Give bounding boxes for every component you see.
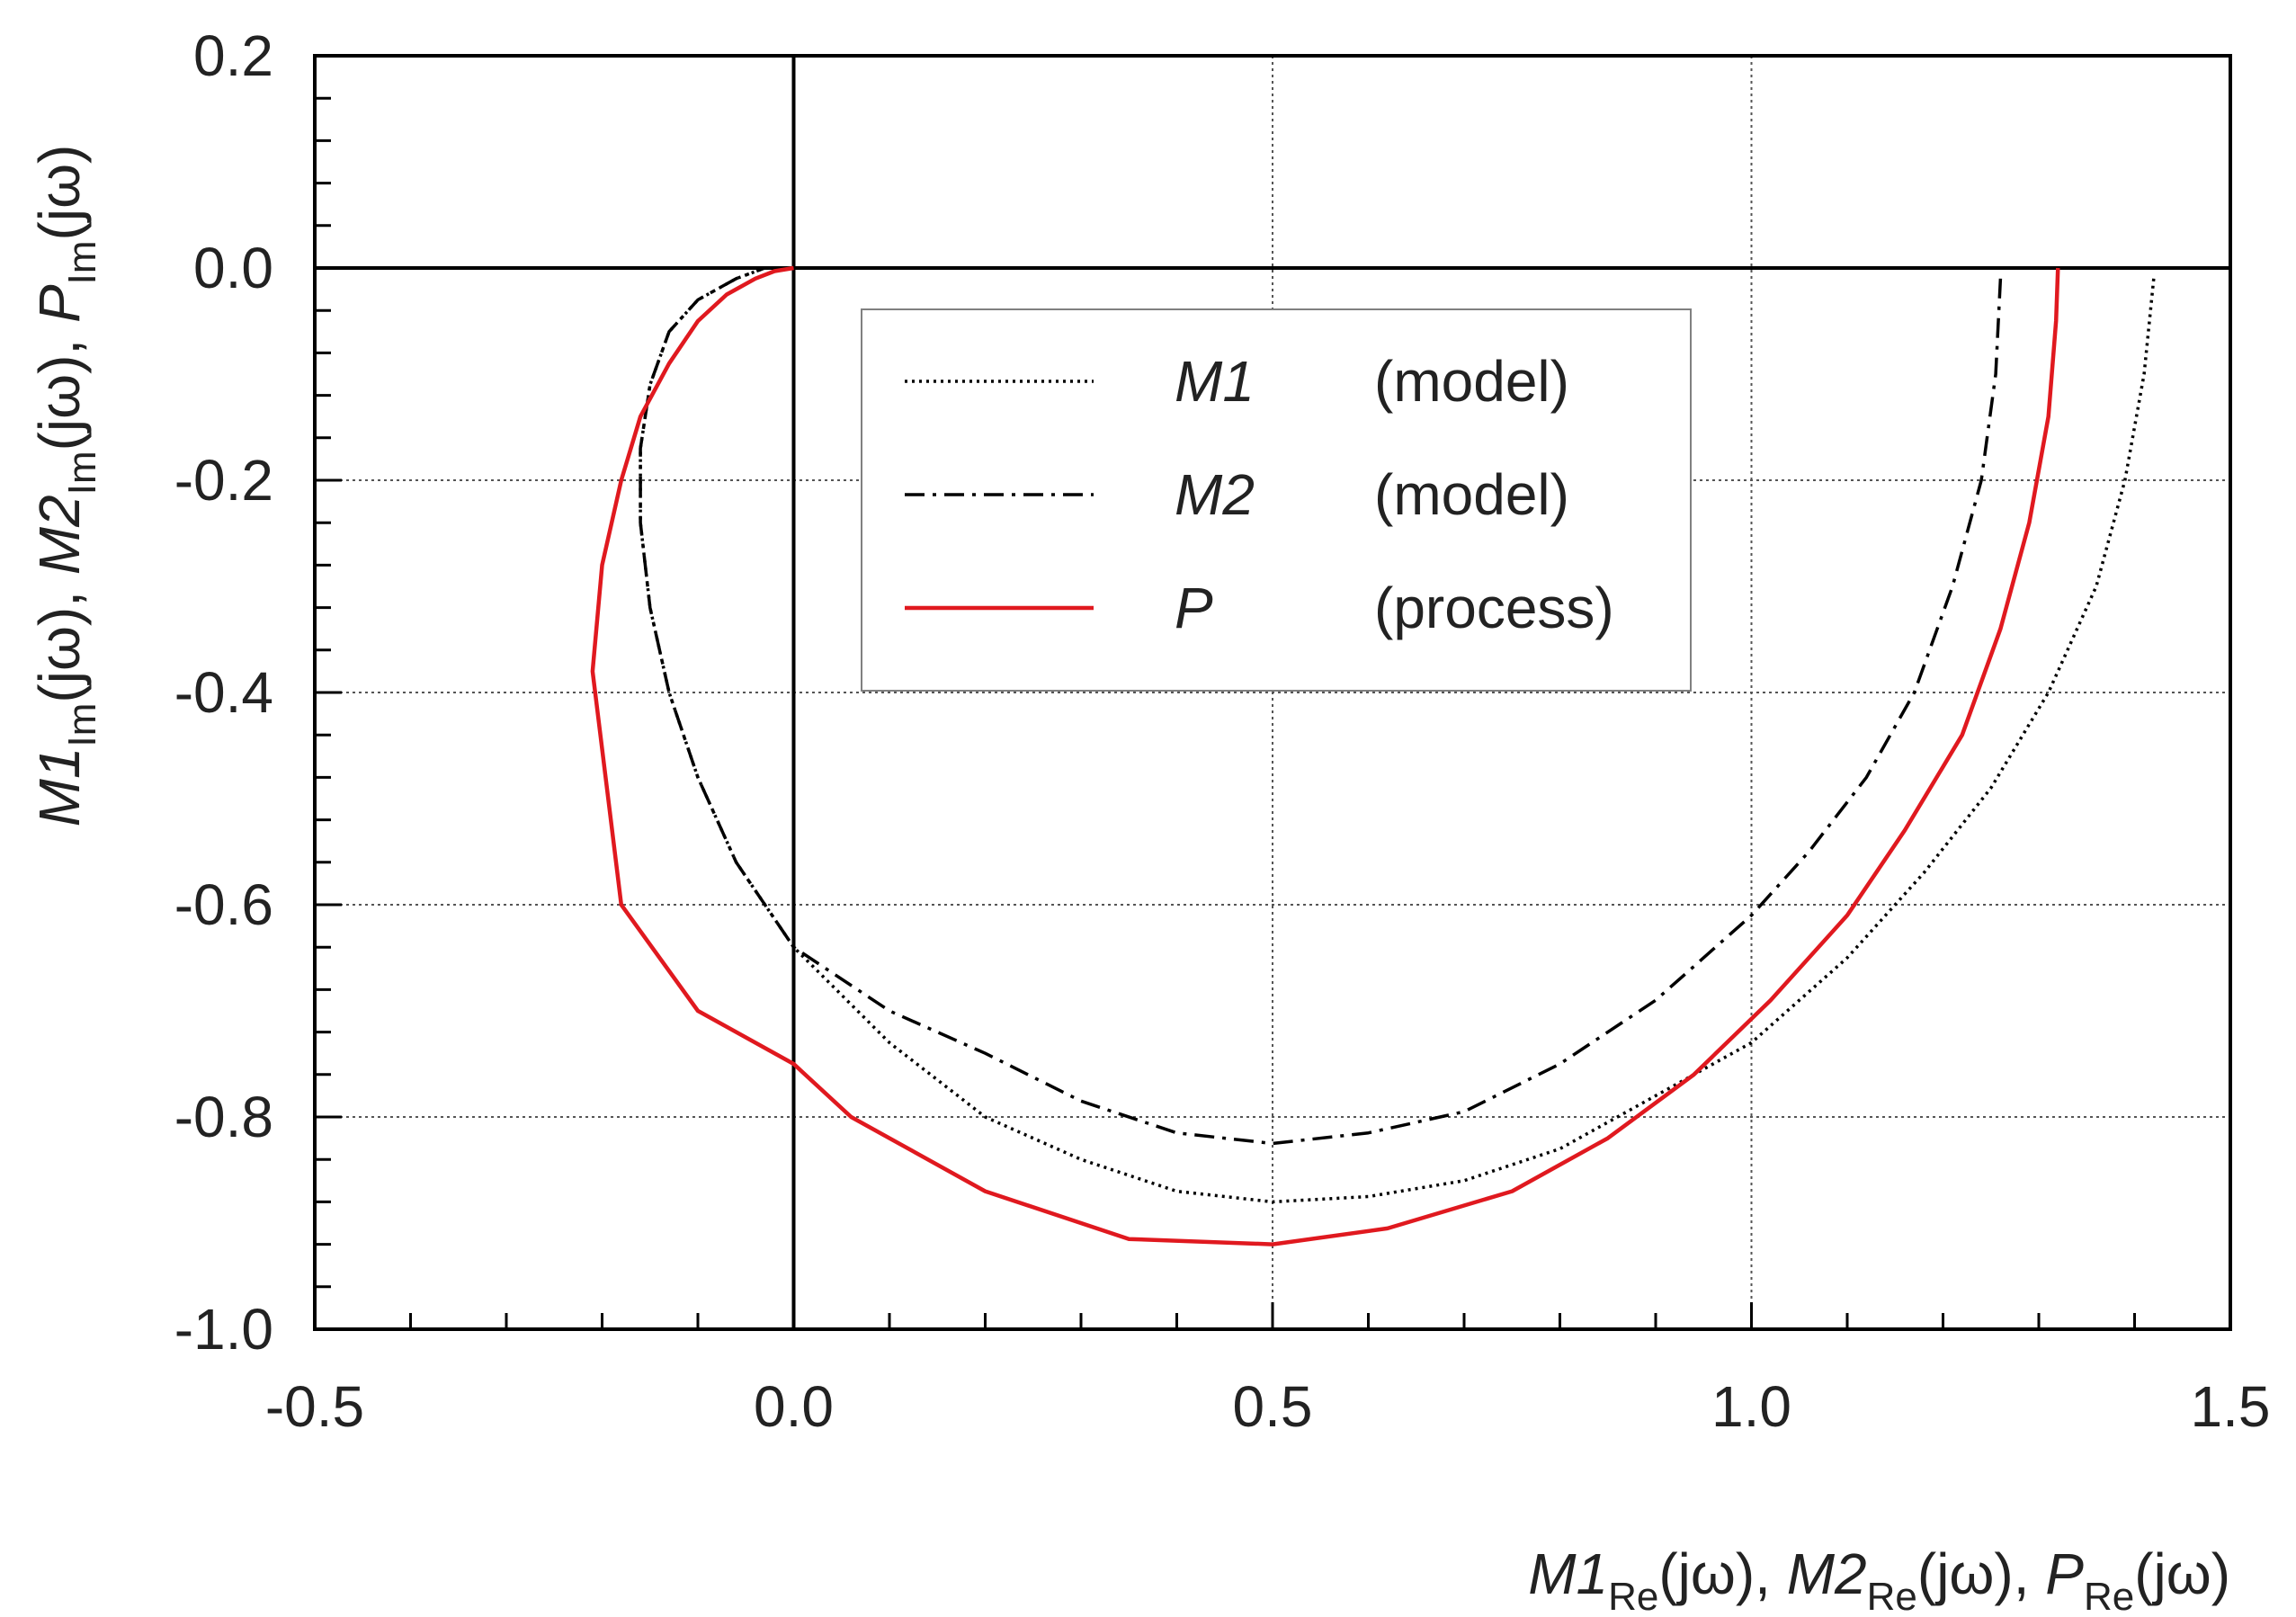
ticks	[313, 54, 2232, 1331]
y-title-m2-sub: Im	[60, 451, 104, 495]
y-axis-title: M1Im(jω), M2Im(jω), PIm(jω)	[27, 145, 104, 827]
legend-desc-p: (process)	[1374, 576, 1614, 640]
x-tick-label: 0.5	[1233, 1374, 1313, 1439]
y-title-p-arg: (jω)	[27, 145, 92, 241]
legend-label-p: P	[1175, 576, 1213, 640]
tick-labels: -0.5 0.0 0.5 1.0 1.5 0.2 0.0 -0.2 -0.4 -0.6 -0.8 -1…	[174, 23, 2271, 1439]
x-title-m1-sub: Re	[1608, 1575, 1658, 1617]
series-line-m1	[639, 266, 2156, 1204]
y-tick-label: 0.2	[193, 23, 273, 88]
x-title-p-arg: (jω)	[2134, 1541, 2230, 1606]
y-title-m1-sub: Im	[60, 703, 104, 747]
legend-box	[861, 308, 1692, 692]
y-title-m2-arg: (jω),	[27, 323, 92, 451]
y-title-p: P	[27, 284, 92, 323]
y-tick-label: -1.0	[174, 1297, 273, 1362]
y-tick-label: 0.0	[193, 236, 273, 300]
legend-desc-m1: (model)	[1374, 349, 1569, 414]
x-tick-label: 1.0	[1711, 1374, 1791, 1439]
series-line-p	[590, 265, 2060, 1246]
series-layer	[590, 265, 2156, 1246]
x-tick-label: -0.5	[265, 1374, 364, 1439]
x-title-m2: M2	[1787, 1541, 1867, 1606]
y-title-m1-arg: (jω),	[27, 575, 92, 702]
grid	[315, 56, 2230, 1329]
legend: M1 (model) M2 (model) P (process)	[861, 308, 1692, 692]
y-title-p-sub: Im	[60, 240, 104, 284]
x-title-m1-arg: (jω),	[1658, 1541, 1786, 1606]
y-tick-label: -0.4	[174, 660, 273, 725]
y-title-m2: M2	[27, 495, 92, 575]
y-tick-label: -0.2	[174, 448, 273, 513]
y-tick-label: -0.8	[174, 1085, 273, 1149]
x-axis-title: M1Re(jω), M2Re(jω), PRe(jω)	[1528, 1541, 2230, 1617]
x-title-p-sub: Re	[2084, 1575, 2134, 1617]
legend-label-m2: M2	[1175, 462, 1255, 527]
x-tick-label: 0.0	[754, 1374, 834, 1439]
x-tick-label: 1.5	[2191, 1374, 2271, 1439]
legend-desc-m2: (model)	[1374, 462, 1569, 527]
x-title-p: P	[2045, 1541, 2084, 1606]
x-title-m2-arg: (jω),	[1917, 1541, 2045, 1606]
x-title-m1: M1	[1528, 1541, 1608, 1606]
series-line-m2	[639, 266, 2003, 1146]
y-title-m1: M1	[27, 746, 92, 826]
x-title-m2-sub: Re	[1867, 1575, 1917, 1617]
y-tick-label: -0.6	[174, 872, 273, 937]
legend-label-m1: M1	[1175, 349, 1255, 414]
